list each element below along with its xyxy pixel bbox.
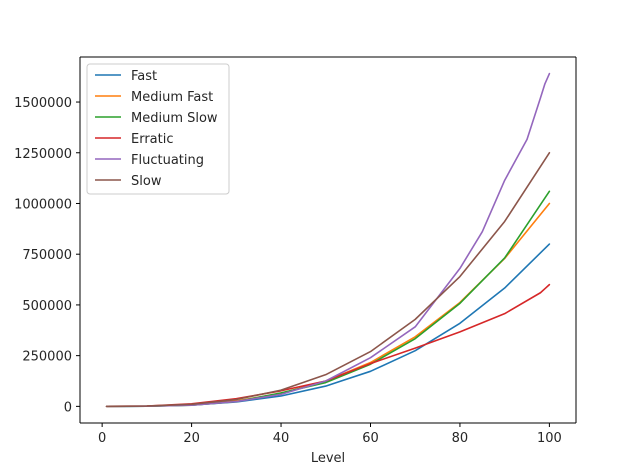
y-tick-label: 1250000 xyxy=(14,147,72,162)
x-tick-label: 60 xyxy=(362,431,379,446)
x-axis-label: Level xyxy=(311,451,345,466)
x-tick-label: 0 xyxy=(98,431,106,446)
series-line-fluctuating xyxy=(105,72,551,408)
legend-entry-label: Medium Slow xyxy=(131,111,218,126)
legend-entry-label: Medium Fast xyxy=(131,90,213,105)
legend-entry-label: Fluctuating xyxy=(131,153,204,168)
legend-entry-label: Fast xyxy=(131,69,157,84)
y-tick-label: 500000 xyxy=(22,299,72,314)
y-tick-label: 0 xyxy=(64,400,72,415)
x-tick-label: 40 xyxy=(273,431,290,446)
legend-frame xyxy=(86,63,230,195)
y-tick-label: 1000000 xyxy=(14,197,72,212)
y-tick-label: 1500000 xyxy=(14,96,72,111)
y-axis-ticks: 0 250000 500000 750000 1000000 1250000 1500000 xyxy=(14,96,80,415)
x-axis-ticks: 0 20 40 60 80 100 xyxy=(98,423,562,446)
series-line-slow xyxy=(105,151,551,408)
y-tick-label: 750000 xyxy=(22,248,72,263)
plot-frame xyxy=(79,56,577,424)
x-tick-label: 80 xyxy=(452,431,469,446)
series-lines xyxy=(105,72,551,408)
y-tick-label: 250000 xyxy=(22,350,72,365)
legend: Fast Medium Fast Medium Slow Erratic Fluctua… xyxy=(86,63,230,195)
legend-entry-label: Slow xyxy=(131,174,162,189)
x-tick-label: 100 xyxy=(537,431,562,446)
legend-entry-label: Erratic xyxy=(131,132,174,147)
x-tick-label: 20 xyxy=(183,431,200,446)
